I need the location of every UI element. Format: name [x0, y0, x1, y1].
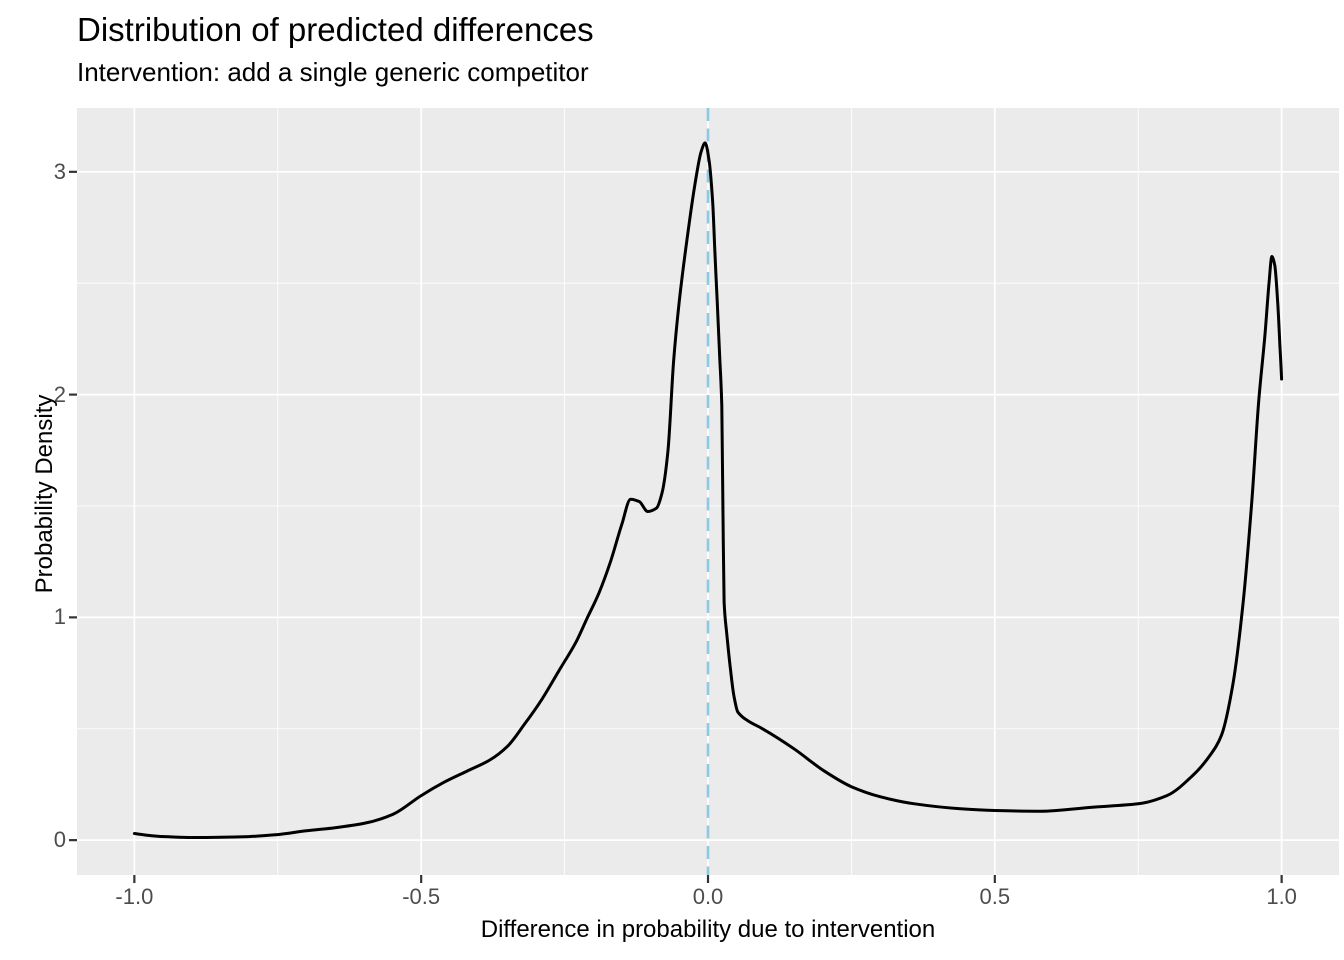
plot-panel [69, 108, 1339, 883]
x-tick-label: 0.5 [979, 884, 1011, 909]
density-curve [132, 141, 1284, 839]
x-tick-label: 1.0 [1266, 884, 1297, 909]
y-tick-label: 2 [53, 381, 66, 407]
x-tick-label: -0.5 [402, 884, 441, 909]
y-axis-title: Probability Density [31, 394, 58, 594]
x-axis-title: Difference in probability due to interve… [480, 916, 936, 943]
x-tick-label: 0.0 [692, 884, 724, 909]
y-tick-label: 3 [53, 158, 66, 184]
x-tick-label: -1.0 [115, 884, 154, 909]
y-tick-label: 0 [53, 827, 66, 853]
plot-title: Distribution of predicted differences [77, 11, 594, 48]
plot-subtitle: Intervention: add a single generic compe… [77, 57, 589, 87]
density-plot-canvas [69, 108, 1339, 883]
y-tick-label: 1 [53, 604, 66, 630]
